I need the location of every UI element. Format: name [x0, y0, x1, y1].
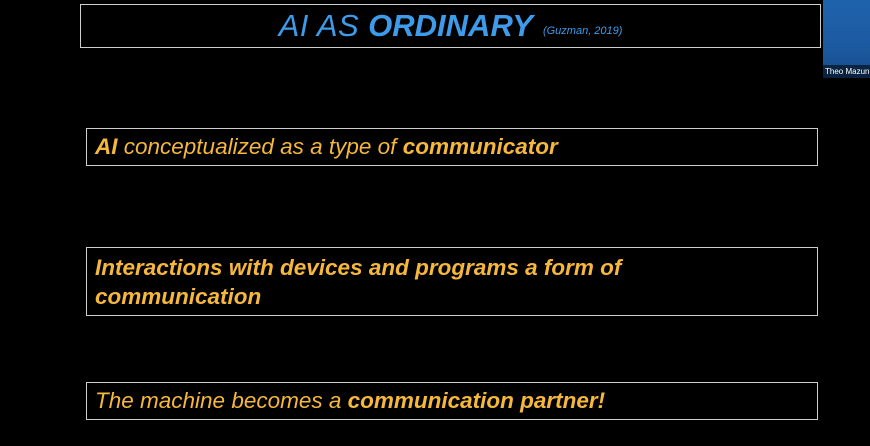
title-citation: (Guzman, 2019)	[542, 25, 623, 37]
point2-line1: Interactions with devices and programs a…	[95, 254, 622, 280]
participant-name-label: Theo Mazun	[823, 65, 870, 78]
title-emphasis: ORDINARY	[368, 8, 533, 43]
bullet-box-communicator: AI conceptualized as a type of communica…	[86, 128, 818, 166]
point3-text: The machine becomes a	[95, 388, 348, 413]
point1-text: conceptualized as a type of	[117, 134, 403, 159]
point2-line2: communication	[95, 283, 262, 309]
point1-emphasis: communicator	[402, 134, 558, 159]
bullet-box-interactions: Interactions with devices and programs a…	[86, 247, 818, 316]
point3-emphasis: communication partner!	[347, 388, 606, 413]
slide-title: AI AS ORDINARY (Guzman, 2019)	[80, 4, 821, 48]
title-text: AI AS	[278, 8, 360, 43]
bullet-box-partner: The machine becomes a communication part…	[86, 382, 818, 420]
point1-ai: AI	[95, 134, 118, 159]
